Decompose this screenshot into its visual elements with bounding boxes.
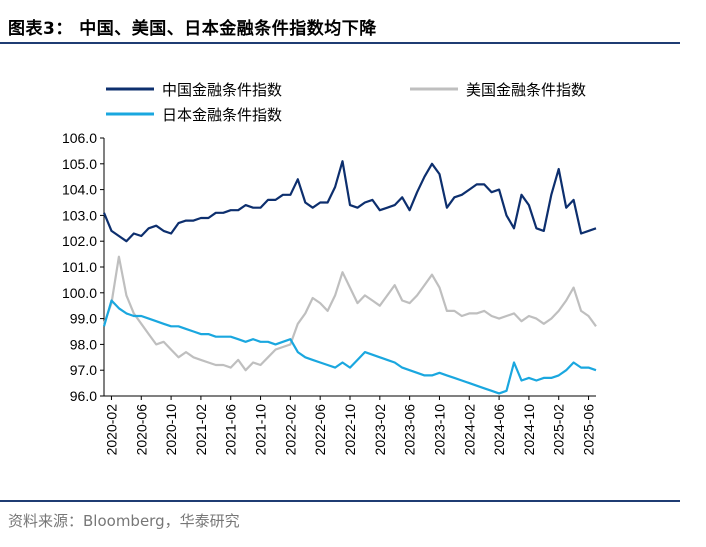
x-tick-label: 2022-02 bbox=[282, 404, 298, 456]
x-tick-label: 2020-10 bbox=[163, 404, 179, 456]
page-title: 图表3： 中国、美国、日本金融条件指数均下降 bbox=[8, 19, 377, 39]
x-tick-label: 2022-06 bbox=[312, 404, 328, 456]
x-tick-label: 2020-06 bbox=[133, 404, 149, 456]
y-tick-label: 100.0 bbox=[62, 285, 97, 301]
series-lines bbox=[102, 160, 597, 395]
x-tick-label: 2023-02 bbox=[372, 404, 388, 456]
y-tick-label: 101.0 bbox=[62, 259, 97, 275]
x-tick-label: 2022-10 bbox=[342, 404, 358, 456]
y-tick-label: 102.0 bbox=[62, 233, 97, 249]
x-tick-label: 2023-10 bbox=[431, 404, 447, 456]
y-tick-label: 104.0 bbox=[62, 182, 97, 198]
x-tick-label: 2020-02 bbox=[103, 404, 119, 456]
x-tick-label: 2021-10 bbox=[253, 404, 269, 456]
x-tick-label: 2021-02 bbox=[193, 404, 209, 456]
x-tick-label: 2024-10 bbox=[521, 404, 537, 456]
y-tick-label: 99.0 bbox=[70, 311, 97, 327]
x-tick-label: 2024-02 bbox=[461, 404, 477, 456]
y-tick-label: 105.0 bbox=[62, 156, 97, 172]
legend-label-1: 美国金融条件指数 bbox=[466, 81, 586, 99]
y-tick-label: 106.0 bbox=[62, 130, 97, 146]
legend-label-0: 中国金融条件指数 bbox=[162, 81, 282, 99]
y-tick-label: 98.0 bbox=[70, 336, 97, 352]
source-note: 资料来源：Bloomberg，华泰研究 bbox=[8, 512, 240, 530]
series-line-0 bbox=[102, 160, 597, 243]
y-tick-label: 96.0 bbox=[70, 388, 97, 404]
title-divider bbox=[0, 42, 680, 44]
x-tick-label: 2023-06 bbox=[402, 404, 418, 456]
x-tick-label: 2025-06 bbox=[581, 404, 597, 456]
series-line-1 bbox=[102, 255, 597, 372]
y-tick-label: 103.0 bbox=[62, 207, 97, 223]
x-axis: 2020-02 2020-06 2020-10 2021-02 2021-06 2021-… bbox=[103, 395, 597, 456]
series-line-2 bbox=[102, 299, 597, 395]
y-axis: 96.0 97.0 98.0 99.0 100.0 101.0 102.0 103.0 104.… bbox=[62, 130, 105, 404]
x-tick-label: 2024-06 bbox=[491, 404, 507, 456]
x-tick-label: 2025-02 bbox=[551, 404, 567, 456]
y-tick-label: 97.0 bbox=[70, 362, 97, 378]
x-tick-label: 2021-06 bbox=[223, 404, 239, 456]
source-divider bbox=[0, 500, 680, 502]
legend-label-2: 日本金融条件指数 bbox=[162, 106, 282, 124]
